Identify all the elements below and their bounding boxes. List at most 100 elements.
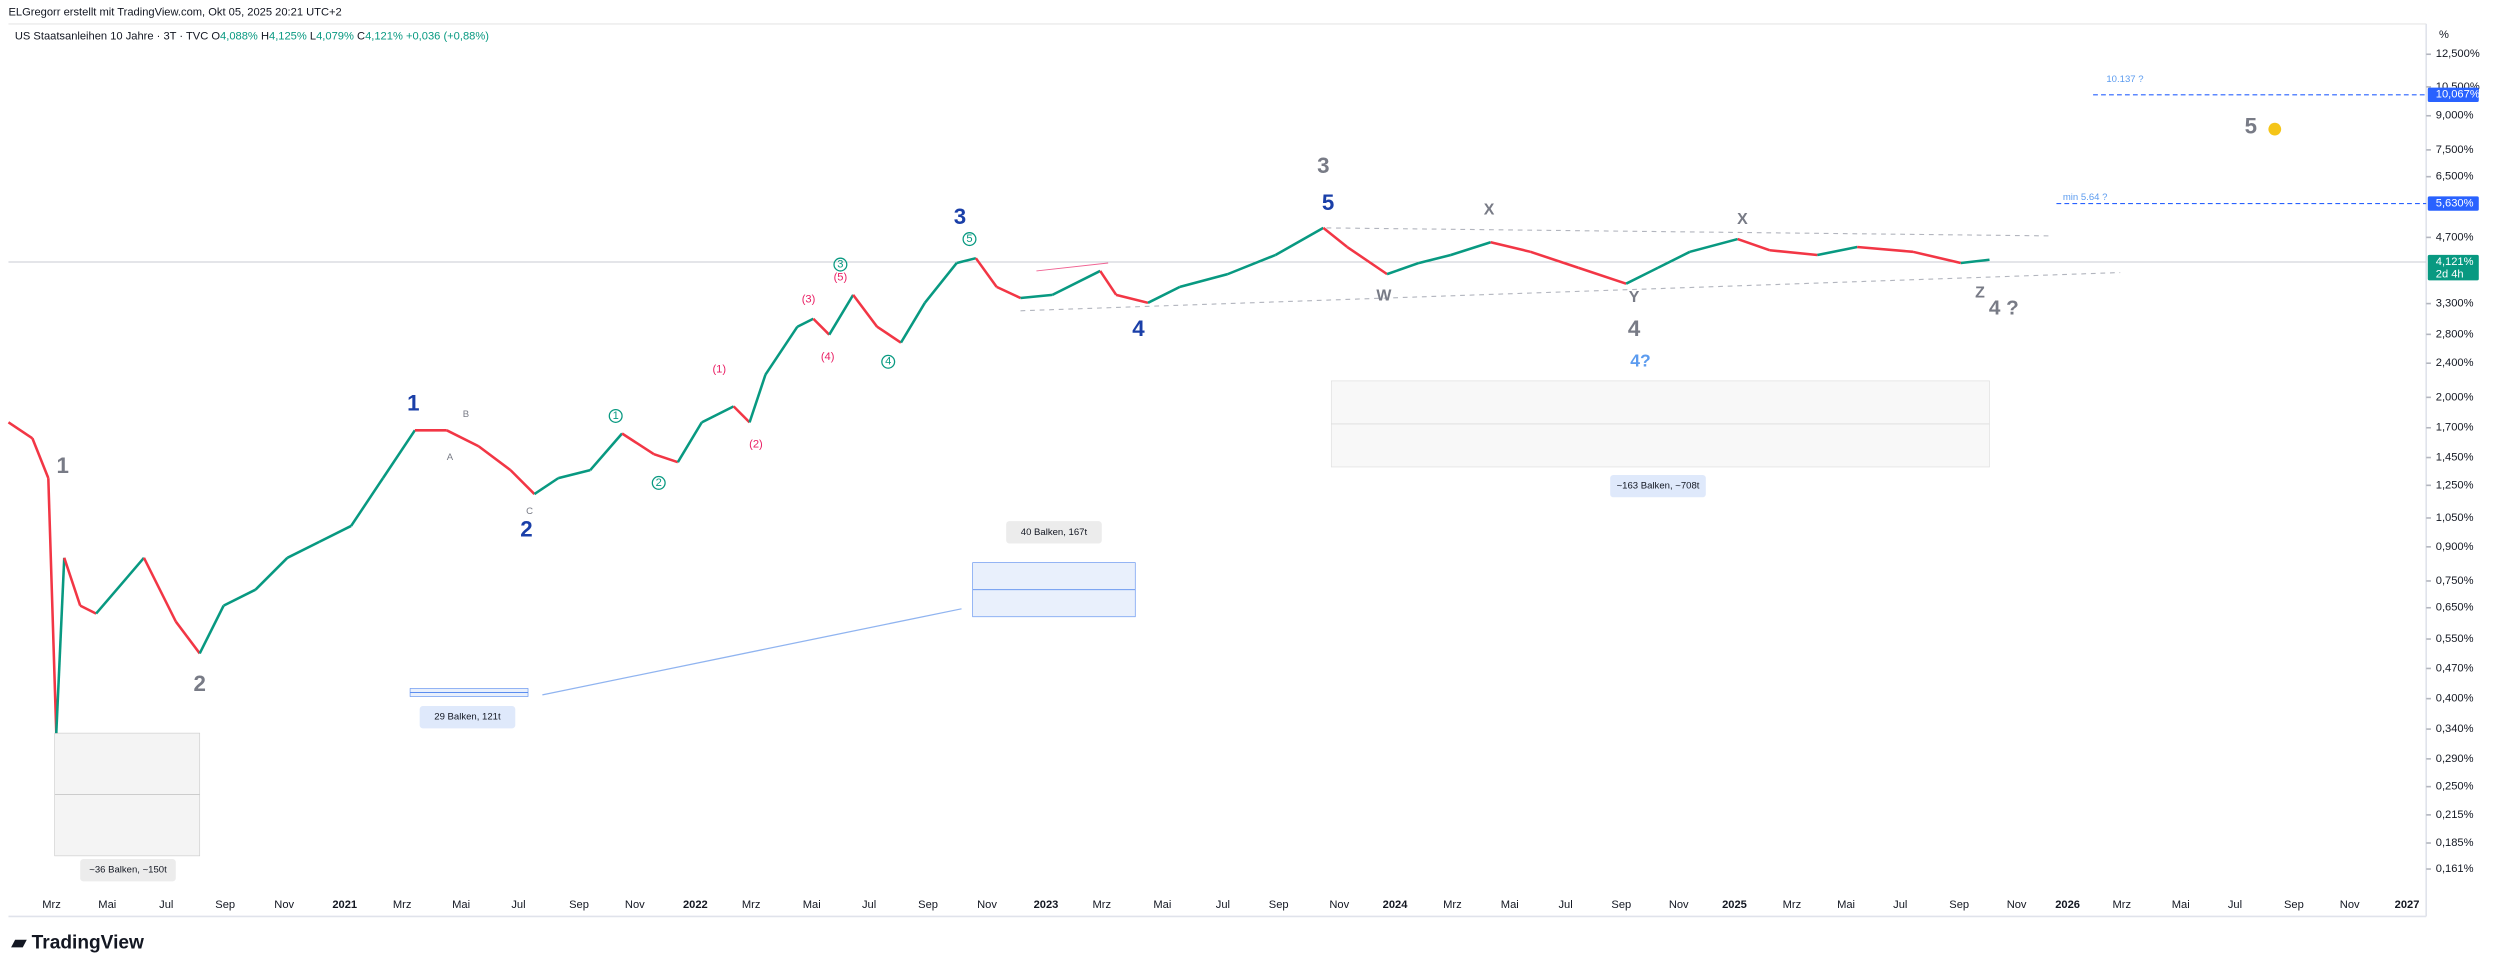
x-tick-label: Mrz — [1443, 899, 1462, 911]
price-segment — [1418, 253, 1452, 265]
x-tick-label: Mrz — [393, 899, 412, 911]
wave-label: 2 — [656, 477, 662, 489]
price-badge-label: 10,067% — [2436, 89, 2480, 101]
price-segment — [223, 588, 257, 607]
wave-label: 1 — [407, 391, 419, 416]
x-tick-label: 2023 — [1034, 899, 1059, 911]
wave-circle — [651, 475, 666, 490]
x-tick-label: Sep — [215, 899, 235, 911]
y-tick-label: 7,500% — [2436, 144, 2474, 156]
price-badge-sub: 2d 4h — [2436, 269, 2464, 281]
price-segment — [350, 477, 385, 527]
y-tick-label: 0,340% — [2436, 723, 2474, 735]
y-tick-label: 2,800% — [2436, 328, 2474, 340]
price-badge — [2427, 196, 2479, 211]
price-segment — [1689, 237, 1739, 254]
price-segment — [899, 302, 926, 344]
y-tick-label: 1,050% — [2436, 512, 2474, 524]
x-tick-label: Nov — [1329, 899, 1349, 911]
connector — [542, 608, 962, 696]
wave-label: 1 — [56, 453, 68, 478]
credit: ELGregorr erstellt mit TradingView.com, … — [8, 7, 341, 19]
price-segment — [533, 477, 560, 496]
legend-item: C — [357, 31, 365, 43]
wave-label: X — [1737, 211, 1748, 228]
wave-label: (4) — [821, 351, 835, 363]
legend-item: L — [310, 31, 316, 43]
x-tick-label: 2026 — [2055, 899, 2080, 911]
y-tick-label: 0,250% — [2436, 781, 2474, 793]
wave-circle — [962, 232, 977, 247]
price-segment — [254, 556, 289, 591]
y-tick-label: 0,750% — [2436, 575, 2474, 587]
x-tick-label: Mai — [2172, 899, 2190, 911]
x-tick-label: Nov — [2340, 899, 2360, 911]
price-segment — [701, 405, 735, 424]
price-segment — [1051, 269, 1101, 296]
y-tick-label: 2,000% — [2436, 391, 2474, 403]
price-segment — [318, 524, 352, 544]
price-segment — [996, 285, 1022, 300]
wave-label: (2) — [749, 439, 763, 451]
wave-label: 5 — [966, 233, 972, 245]
price-segment — [812, 317, 831, 336]
x-tick-label: 2027 — [2395, 899, 2420, 911]
wave-label: 5 — [1322, 190, 1334, 215]
wave-label: min 5.64 ? — [2063, 192, 2108, 203]
wave-label: A — [447, 452, 454, 463]
x-tick-label: Jul — [1558, 899, 1572, 911]
y-tick-label: 2,400% — [2436, 357, 2474, 369]
price-segment — [852, 294, 879, 328]
x-tick-label: Nov — [1669, 899, 1689, 911]
wave-label: 4 — [1132, 316, 1145, 341]
measure-label-bg — [80, 859, 176, 882]
measure-label-bg — [1006, 521, 1102, 544]
price-segment — [1346, 245, 1388, 276]
price-segment — [63, 557, 82, 607]
y-tick-label: 0,400% — [2436, 693, 2474, 705]
price-segment — [1769, 248, 1818, 257]
x-tick-label: Mrz — [1093, 899, 1112, 911]
measure-label-bg — [419, 706, 516, 729]
x-tick-label: Sep — [1611, 899, 1631, 911]
legend-item: 4,079% — [316, 31, 354, 43]
wave-label: 2 — [194, 671, 206, 696]
x-tick-label: Sep — [1949, 899, 1969, 911]
legend-item: +0,036 (+0,88%) — [406, 31, 489, 43]
price-segment — [1960, 258, 1990, 265]
y-tick-label: 10,500% — [2436, 81, 2480, 93]
price-segment — [1737, 237, 1770, 252]
price-segment — [1625, 266, 1659, 285]
wave-label: W — [1376, 288, 1392, 305]
x-tick-label: Nov — [977, 899, 997, 911]
x-tick-label: Mai — [1837, 899, 1855, 911]
y-tick-label: 1,250% — [2436, 479, 2474, 491]
wave-label: 4? — [1630, 350, 1650, 370]
price-segment — [286, 540, 320, 559]
wave-label: 10.137 ? — [2106, 74, 2143, 85]
x-tick-label: Sep — [918, 899, 938, 911]
price-segment — [956, 256, 977, 265]
y-tick-label: 9,000% — [2436, 110, 2474, 122]
wave-circle — [608, 408, 623, 423]
price-segment — [1386, 261, 1420, 276]
x-tick-label: Mrz — [742, 899, 761, 911]
x-tick-label: 2021 — [332, 899, 357, 911]
x-tick-label: 2022 — [683, 899, 708, 911]
x-tick-label: 2025 — [1722, 899, 1747, 911]
x-tick-label: Nov — [2007, 899, 2027, 911]
x-tick-label: Mai — [1153, 899, 1171, 911]
x-tick-label: Mai — [803, 899, 821, 911]
price-segment — [79, 604, 97, 615]
measure-label: ~163 Balken, ~708t — [1617, 481, 1700, 492]
price-segment — [923, 262, 958, 304]
wave-label: 4 — [885, 356, 891, 368]
x-tick-label: Sep — [1269, 899, 1289, 911]
x-tick-label: Mai — [1501, 899, 1519, 911]
y-tick-label: 0,650% — [2436, 602, 2474, 614]
x-tick-label: Sep — [569, 899, 589, 911]
y-tick-label: 0,900% — [2436, 541, 2474, 553]
measure-label: ~36 Balken, ~150t — [89, 865, 167, 876]
measure-label: 29 Balken, 121t — [434, 712, 501, 723]
